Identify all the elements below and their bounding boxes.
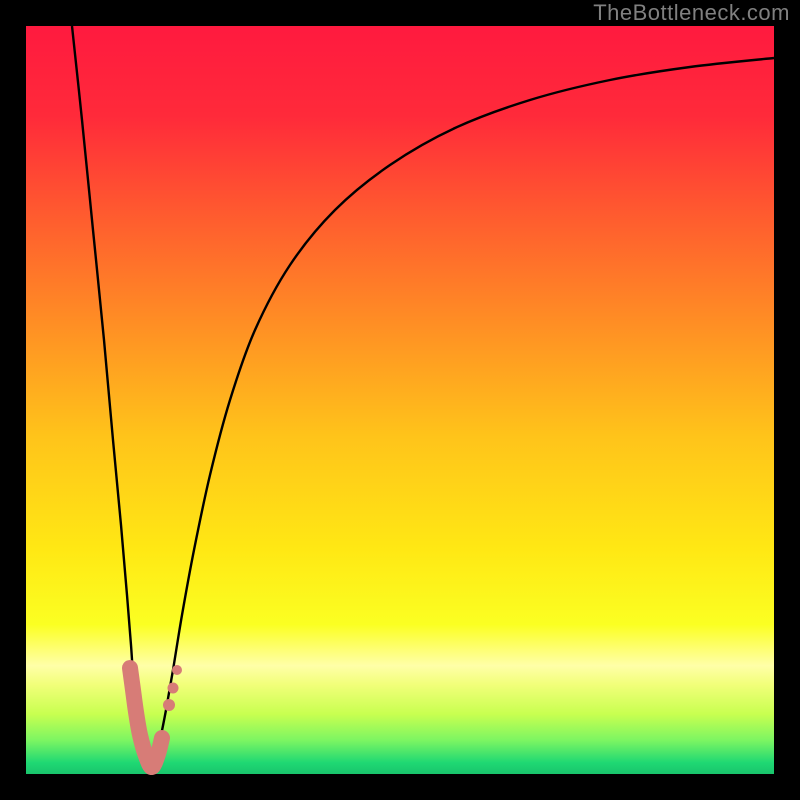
marker-dot-0 — [163, 699, 175, 711]
right-branch-curve — [150, 58, 774, 771]
marker-cluster-stroke — [130, 668, 162, 767]
marker-dots-group — [163, 665, 182, 711]
curve-overlay — [0, 0, 800, 800]
left-branch-curve — [72, 26, 150, 771]
marker-dot-1 — [168, 683, 179, 694]
chart-root: TheBottleneck.com — [0, 0, 800, 800]
watermark-text: TheBottleneck.com — [593, 0, 790, 26]
marker-dot-2 — [172, 665, 182, 675]
